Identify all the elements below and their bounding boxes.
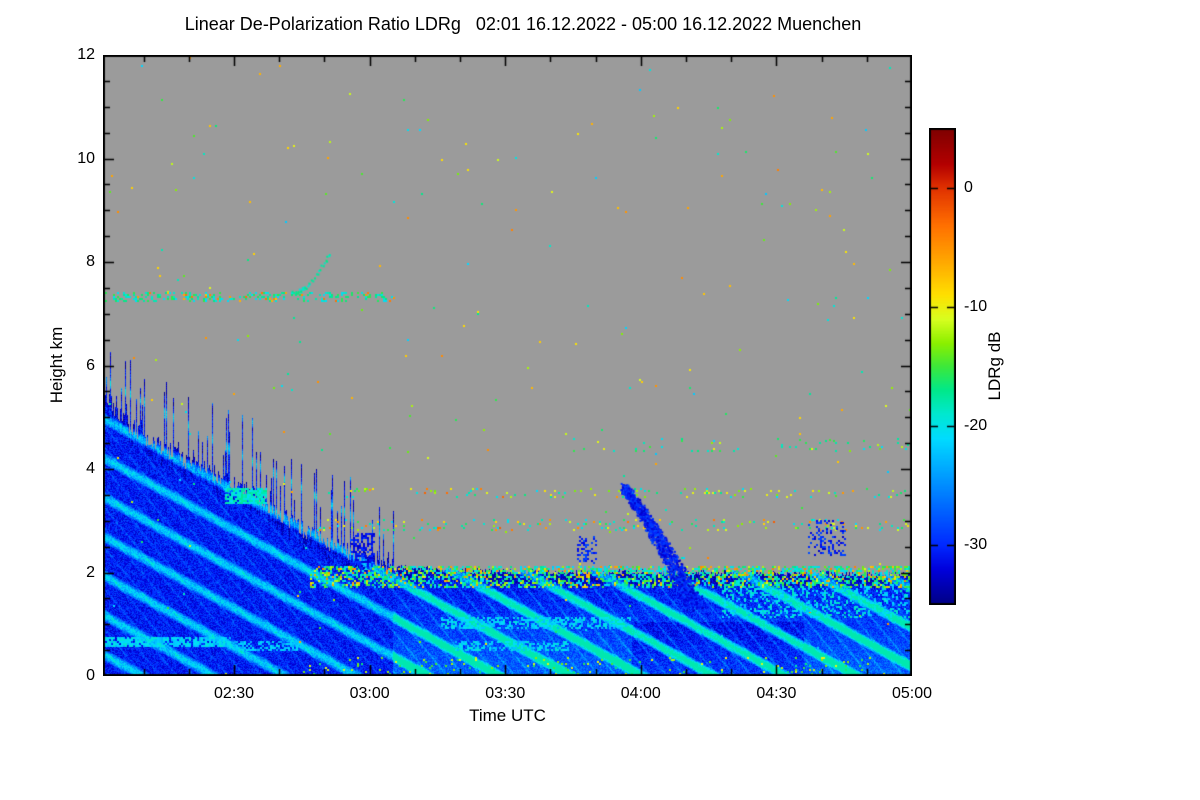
x-tick-label: 03:30 xyxy=(485,685,526,702)
x-tick-label: 04:30 xyxy=(756,685,797,702)
y-tick-label: 12 xyxy=(77,46,95,63)
x-tick-label: 02:30 xyxy=(214,685,255,702)
colorbar xyxy=(929,128,956,605)
y-tick-label: 2 xyxy=(86,563,95,581)
x-axis-label: Time UTC xyxy=(469,706,546,725)
x-tick-label: 03:00 xyxy=(349,685,390,702)
colorbar-tick-label: -30 xyxy=(964,536,988,554)
x-tick-label: 05:00 xyxy=(891,685,933,702)
x-tick-label: 04:00 xyxy=(620,685,661,702)
colorbar-tick-label: 0 xyxy=(964,178,973,196)
y-tick-label: 10 xyxy=(77,149,95,167)
colorbar-tick-label: -20 xyxy=(964,417,988,435)
y-tick-label: 6 xyxy=(86,356,95,374)
chart-title: Linear De-Polarization Ratio LDRg 02:01 … xyxy=(184,14,862,34)
heatmap-plot-area xyxy=(103,55,912,676)
y-tick-label: 4 xyxy=(86,460,95,477)
y-tick-label: 0 xyxy=(86,667,95,684)
colorbar-label: LDRg dB xyxy=(985,331,1004,401)
y-tick-label: 8 xyxy=(86,253,95,270)
colorbar-tick-label: -10 xyxy=(964,297,988,315)
